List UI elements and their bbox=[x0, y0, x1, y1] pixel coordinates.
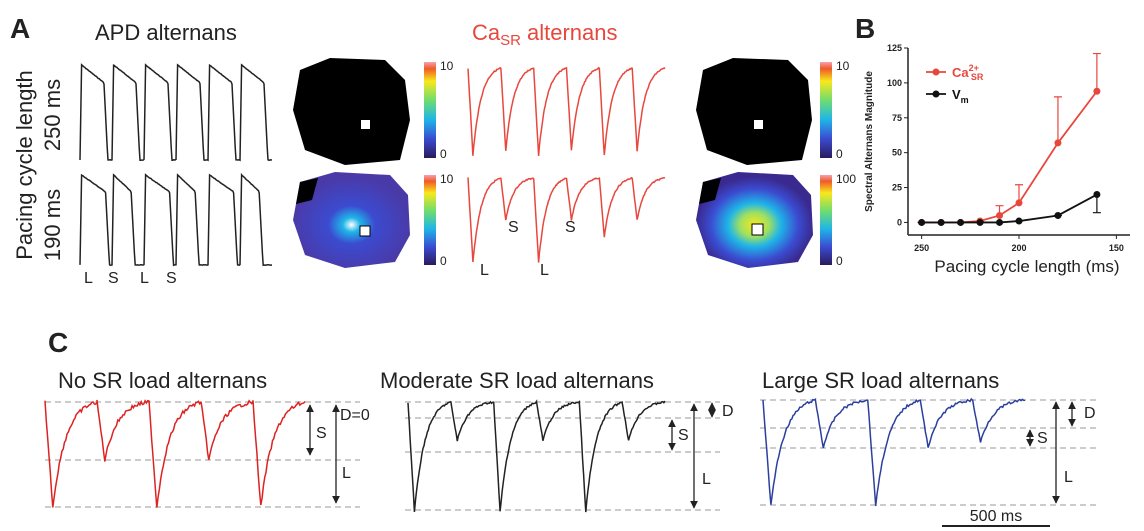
heart-map bbox=[293, 58, 410, 165]
row-label: 250 ms bbox=[40, 79, 65, 151]
beat-label: S bbox=[565, 219, 576, 236]
scale-bar-label: 500 ms bbox=[970, 508, 1022, 525]
colorbar-label: 0 bbox=[440, 254, 447, 268]
legend-sub: m bbox=[961, 95, 969, 105]
column-title: APD alternans bbox=[95, 20, 237, 45]
y-tick-label: 125 bbox=[887, 43, 902, 53]
arrow-label: L bbox=[1064, 469, 1073, 486]
signal-trace bbox=[80, 65, 272, 160]
beat-label: S bbox=[166, 270, 177, 287]
data-point bbox=[977, 219, 984, 226]
legend-marker bbox=[933, 91, 940, 98]
beat-label: L bbox=[84, 270, 93, 287]
data-point bbox=[1093, 191, 1100, 198]
y-tick-label: 0 bbox=[897, 217, 902, 227]
column-title: CaSR alternans bbox=[472, 20, 617, 49]
colorbar-label: 0 bbox=[836, 254, 843, 268]
panel-label: A bbox=[10, 13, 30, 44]
data-point bbox=[1016, 218, 1023, 225]
signal-trace bbox=[80, 175, 272, 265]
arrow-label: S bbox=[678, 427, 689, 444]
data-point bbox=[1054, 139, 1061, 146]
x-axis-label: Pacing cycle length (ms) bbox=[934, 257, 1119, 276]
beat-label: L bbox=[140, 270, 149, 287]
colorbar bbox=[424, 175, 436, 265]
y-tick-label: 25 bbox=[892, 183, 902, 193]
trace-title: Moderate SR load alternans bbox=[380, 368, 654, 393]
colorbar bbox=[820, 175, 832, 265]
panel-label: C bbox=[48, 327, 68, 358]
row-axis-label: Pacing cycle length bbox=[12, 70, 37, 260]
signal-trace bbox=[763, 399, 1025, 506]
colorbar-label: 10 bbox=[836, 59, 850, 73]
colorbar-label: 100 bbox=[836, 172, 856, 186]
colorbar bbox=[424, 62, 436, 158]
data-point bbox=[1093, 88, 1100, 95]
title-part: alternans bbox=[527, 20, 618, 45]
beat-label: L bbox=[540, 262, 549, 279]
data-point bbox=[957, 219, 964, 226]
data-point bbox=[918, 219, 925, 226]
legend-label: Vm bbox=[952, 87, 969, 105]
title-sub: SR bbox=[500, 32, 521, 49]
x-tick-label: 150 bbox=[1109, 243, 1124, 253]
colorbar-label: 0 bbox=[836, 147, 843, 161]
signal-trace bbox=[468, 68, 665, 156]
data-point bbox=[1016, 199, 1023, 206]
arrow-label: L bbox=[702, 471, 711, 488]
data-point bbox=[1054, 212, 1061, 219]
x-tick-label: 250 bbox=[914, 243, 929, 253]
y-tick-label: 50 bbox=[892, 148, 902, 158]
beat-label: S bbox=[508, 219, 519, 236]
data-point bbox=[996, 212, 1003, 219]
arrow-label: S bbox=[1037, 430, 1048, 447]
pacing-site bbox=[361, 120, 370, 129]
line-chart: 0 25 50 75 100 125 250 200 150 Pacing cycle lengt… bbox=[864, 43, 1130, 276]
arrow-label: L bbox=[342, 465, 351, 482]
beat-label: S bbox=[108, 270, 119, 287]
legend-sub: SR bbox=[971, 72, 984, 82]
legend-name: Ca bbox=[952, 65, 969, 80]
data-point bbox=[938, 219, 945, 226]
arrow-label: D bbox=[722, 403, 734, 420]
legend-label: Ca2+SR bbox=[952, 63, 984, 82]
y-tick-label: 75 bbox=[892, 113, 902, 123]
legend-name: V bbox=[952, 87, 961, 102]
data-point bbox=[996, 219, 1003, 226]
panel-label: B bbox=[855, 13, 875, 44]
colorbar-label: 0 bbox=[440, 147, 447, 161]
legend-marker bbox=[933, 69, 940, 76]
y-axis-label: Spectral Alternans Magnitude bbox=[864, 71, 875, 212]
arrow-label: S bbox=[316, 425, 327, 442]
colorbar bbox=[820, 62, 832, 158]
pacing-site bbox=[754, 120, 763, 129]
heart-map bbox=[696, 58, 812, 165]
colorbar-label: 10 bbox=[440, 59, 454, 73]
pacing-site bbox=[752, 224, 763, 235]
error-bar bbox=[1054, 97, 1062, 143]
colorbar-label: 10 bbox=[440, 172, 454, 186]
arrow-label: D bbox=[1084, 405, 1096, 422]
trace-title: Large SR load alternans bbox=[762, 368, 999, 393]
series-line bbox=[922, 91, 1097, 222]
pacing-site bbox=[360, 226, 370, 236]
title-part: Ca bbox=[472, 20, 501, 45]
arrow-label: D=0 bbox=[340, 407, 370, 424]
error-bar bbox=[1093, 54, 1101, 92]
traces bbox=[45, 65, 1025, 512]
signal-trace bbox=[45, 400, 305, 508]
x-tick-label: 200 bbox=[1011, 243, 1026, 253]
trace-title: No SR load alternans bbox=[58, 368, 267, 393]
beat-label: L bbox=[480, 262, 489, 279]
row-label: 190 ms bbox=[40, 189, 65, 261]
figure: A APD alternans CaSRalternans Pacing cyc… bbox=[0, 0, 1144, 531]
y-tick-label: 100 bbox=[887, 78, 902, 88]
